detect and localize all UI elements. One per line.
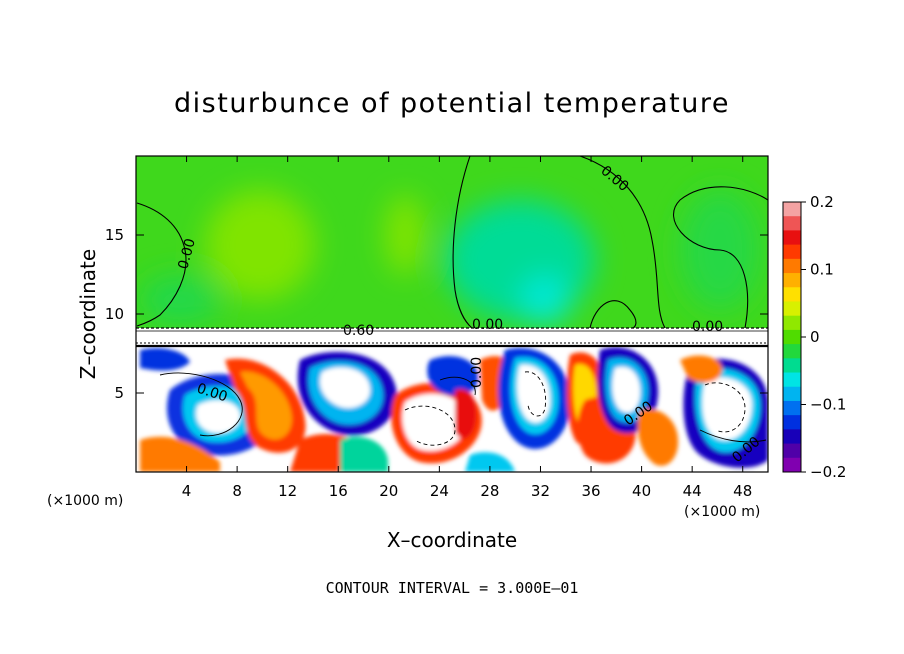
x-tick-label: 32: [531, 482, 550, 500]
colorbar-tick-label: 0.2: [810, 193, 834, 211]
x-axis-title: X–coordinate: [387, 528, 517, 552]
colorbar-swatch: [783, 315, 801, 331]
colorbar-tick-label: −0.2: [810, 463, 846, 481]
chart-title: disturbunce of potential temperature: [174, 88, 730, 119]
contour-label: 0.00: [472, 317, 503, 333]
y-tick-label: 15: [105, 226, 124, 244]
x-tick-label: 44: [683, 482, 702, 500]
colorbar-swatch: [783, 415, 801, 430]
contour-label: 0.00: [469, 357, 485, 388]
colorbar-swatch: [783, 443, 801, 459]
colorbar-tick-label: −0.1: [810, 396, 846, 414]
x-tick-label: 36: [581, 482, 600, 500]
y-tick-label: 5: [114, 384, 124, 402]
contour-lines: [136, 156, 768, 329]
x-tick-label: 24: [430, 482, 449, 500]
plot-area: [136, 156, 768, 472]
contour-interval-footer: CONTOUR INTERVAL = 3.000E–01: [326, 579, 579, 597]
colorbar: [782, 201, 802, 473]
colorbar-swatch: [783, 287, 801, 302]
colorbar-swatch: [783, 344, 801, 359]
y-axis-ticks: 5 10 15: [105, 226, 768, 402]
colorbar-swatch: [783, 457, 801, 473]
inversion-band: [136, 328, 768, 346]
x-axis-ticks: 4 8 12 16 20 24 28 32 36 40 44 48: [182, 156, 752, 500]
colorbar-swatch: [783, 358, 801, 374]
colorbar-swatch: [783, 301, 801, 317]
contour-lines-lower: [159, 371, 767, 446]
colorbar-swatch: [783, 400, 801, 416]
x-tick-label: 20: [379, 482, 398, 500]
colorbar-swatch: [783, 429, 801, 445]
y-axis-title: Z–coordinate: [76, 249, 100, 379]
x-tick-label: 28: [480, 482, 499, 500]
contour-label: 0.00: [692, 319, 723, 335]
colorbar-swatch: [783, 244, 801, 260]
colorbar-swatch: [783, 258, 801, 274]
colorbar-swatch: [783, 273, 801, 288]
colorbar-swatch: [783, 216, 801, 231]
colorbar-swatch: [783, 372, 801, 388]
lower-field-eddies: [140, 347, 768, 472]
x-tick-label: 4: [182, 482, 192, 500]
colorbar-tick-label: 0: [810, 328, 820, 346]
x-tick-label: 16: [329, 482, 348, 500]
y-tick-label: 10: [105, 305, 124, 323]
colorbar-swatch: [783, 230, 801, 246]
contour-label: 0.60: [343, 323, 374, 339]
colorbar-tick-label: 0.1: [810, 261, 834, 279]
colorbar-swatch: [783, 329, 801, 345]
colorbar-swatch: [783, 386, 801, 402]
x-unit-label-right: (×1000 m): [684, 504, 760, 520]
colorbar-swatch: [783, 202, 801, 217]
x-tick-label: 8: [232, 482, 242, 500]
x-tick-label: 40: [632, 482, 651, 500]
x-tick-label: 12: [278, 482, 297, 500]
x-unit-label-left: (×1000 m): [47, 493, 123, 509]
colorbar-ticks: 0.2 0.1 0 −0.1 −0.2: [801, 193, 846, 481]
contour-label: 0.00: [175, 237, 199, 271]
x-tick-label: 48: [733, 482, 752, 500]
